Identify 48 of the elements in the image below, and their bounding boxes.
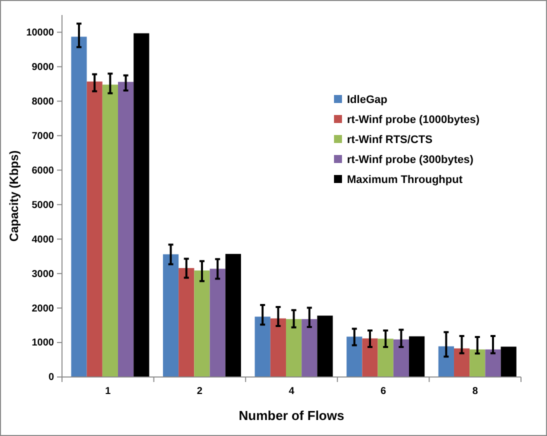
bar [409, 336, 425, 377]
x-tick-label: 4 [288, 386, 295, 398]
bar [134, 33, 150, 377]
y-tick-label: 4000 [32, 234, 54, 246]
y-axis-title: Capacity (Kbps) [7, 150, 21, 242]
x-tick-label: 6 [380, 386, 387, 398]
x-tick-label: 8 [472, 386, 478, 398]
legend-label: rt-Winf probe (300bytes) [347, 154, 474, 166]
y-tick-label: 7000 [32, 130, 54, 142]
legend-label: Maximum Throughput [347, 174, 463, 186]
bar [178, 268, 194, 377]
bar [470, 349, 486, 377]
bar [317, 316, 333, 377]
bar [362, 338, 378, 377]
y-tick-label: 0 [48, 372, 54, 384]
y-tick-label: 5000 [32, 200, 54, 211]
y-tick-label: 6000 [32, 165, 54, 176]
y-tick-label: 9000 [32, 62, 54, 73]
bar [393, 339, 410, 377]
y-tick-label: 2000 [32, 303, 54, 314]
y-tick-label: 3000 [32, 268, 54, 280]
bar [225, 254, 242, 377]
bar [194, 270, 210, 377]
y-tick-label: 10000 [26, 27, 54, 38]
x-axis-title: Number of Flows [238, 408, 344, 423]
bar [346, 336, 362, 377]
bar [378, 338, 394, 377]
bar [302, 319, 318, 377]
bar [485, 349, 501, 377]
legend-label: rt-Winf RTS/CTS [347, 134, 432, 146]
bar [118, 82, 134, 377]
x-tick-label: 1 [105, 386, 112, 398]
bar [500, 346, 516, 377]
x-tick-label: 2 [196, 386, 203, 398]
bar [270, 318, 286, 377]
bar [454, 348, 470, 377]
y-tick-label: 1000 [32, 338, 54, 349]
legend-label: rt-Winf probe (1000bytes) [347, 114, 480, 126]
bar [210, 268, 226, 377]
bar [71, 36, 87, 377]
bar [102, 84, 118, 377]
bar [286, 319, 302, 377]
y-tick-label: 8000 [32, 96, 54, 108]
bar [86, 82, 102, 377]
bar [254, 316, 270, 377]
legend-label: IdleGap [347, 94, 388, 106]
bar [438, 346, 454, 377]
bar [162, 254, 179, 377]
